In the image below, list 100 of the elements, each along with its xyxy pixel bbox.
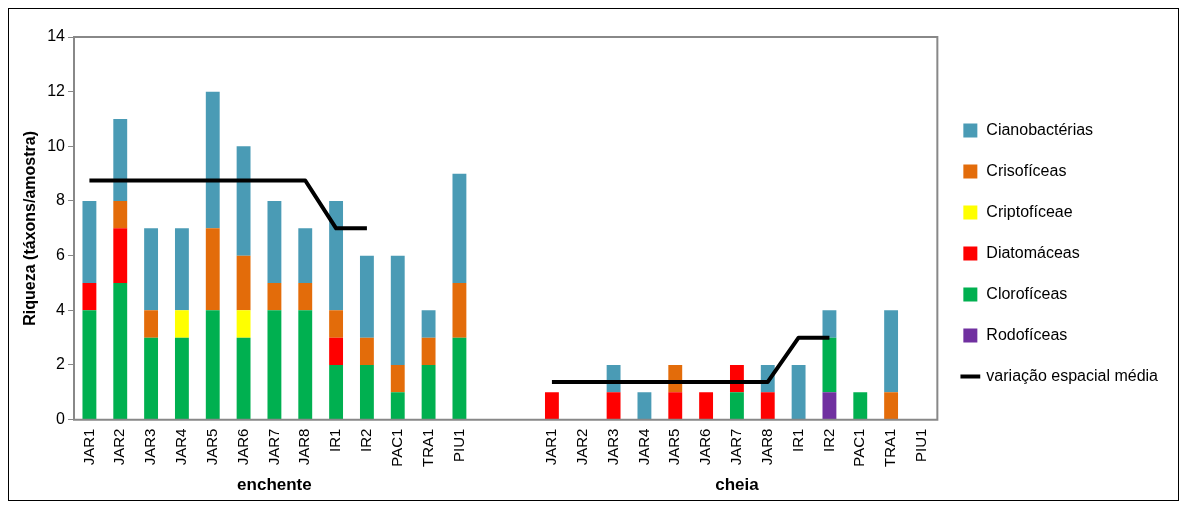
legend-label: Cianobactérias bbox=[986, 120, 1094, 138]
bar bbox=[421, 310, 436, 338]
bar bbox=[452, 282, 467, 338]
bar bbox=[236, 337, 251, 420]
x-tick-label: JAR4 bbox=[172, 428, 190, 466]
bar bbox=[760, 392, 775, 420]
x-tick-label: JAR2 bbox=[572, 428, 590, 466]
bar bbox=[236, 255, 251, 311]
bar bbox=[267, 282, 282, 311]
x-tick-label: JAR5 bbox=[202, 428, 220, 466]
y-tick-label: 2 bbox=[56, 355, 66, 373]
y-tick-label: 12 bbox=[47, 82, 66, 100]
bar bbox=[359, 364, 374, 420]
bar bbox=[421, 364, 436, 420]
bar bbox=[884, 392, 899, 420]
x-tick-label: JAR4 bbox=[634, 428, 652, 466]
bar bbox=[822, 337, 837, 393]
bar bbox=[359, 337, 374, 365]
bar bbox=[144, 337, 159, 420]
bar bbox=[236, 310, 251, 338]
x-tick-label: IR2 bbox=[819, 428, 837, 452]
bar bbox=[729, 392, 744, 420]
bar bbox=[452, 173, 467, 283]
bar bbox=[699, 392, 714, 420]
x-tick-label: JAR6 bbox=[233, 428, 251, 466]
bar bbox=[637, 392, 652, 420]
bar bbox=[174, 310, 189, 338]
bar bbox=[421, 337, 436, 365]
x-tick-label: JAR8 bbox=[295, 428, 313, 466]
bar bbox=[82, 282, 97, 311]
x-tick-label: JAR6 bbox=[696, 428, 714, 466]
bar bbox=[205, 310, 220, 420]
bar bbox=[236, 146, 251, 256]
bar bbox=[329, 201, 344, 311]
bar bbox=[822, 392, 837, 420]
x-tick-label: JAR1 bbox=[79, 428, 97, 466]
legend-label: Clorofíceas bbox=[986, 284, 1068, 302]
bar bbox=[606, 392, 621, 420]
bar bbox=[853, 392, 868, 420]
bar bbox=[267, 201, 282, 283]
legend-label: Rodofíceas bbox=[986, 325, 1068, 343]
x-tick-label: JAR3 bbox=[603, 428, 621, 466]
bar bbox=[144, 310, 159, 338]
bar bbox=[390, 255, 405, 365]
bar bbox=[329, 364, 344, 420]
x-tick-label: IR1 bbox=[326, 428, 344, 452]
legend-label: variação espacial média bbox=[986, 366, 1159, 384]
text: enchente bbox=[237, 475, 312, 495]
bar bbox=[668, 392, 683, 420]
legend-label: Diatomáceas bbox=[986, 243, 1080, 261]
x-tick-label: PIU1 bbox=[449, 428, 467, 463]
x-tick-label: TRA1 bbox=[881, 428, 899, 467]
x-tick-label: IR2 bbox=[357, 428, 375, 452]
x-tick-label: TRA1 bbox=[418, 428, 436, 467]
bar bbox=[298, 228, 313, 283]
bar bbox=[329, 310, 344, 338]
bar bbox=[822, 310, 837, 338]
bar bbox=[113, 228, 128, 283]
bar bbox=[390, 364, 405, 393]
bar bbox=[359, 255, 374, 338]
x-tick-label: JAR5 bbox=[665, 428, 683, 466]
text: cheia bbox=[715, 475, 760, 495]
y-tick-label: 8 bbox=[56, 191, 66, 209]
bar bbox=[791, 364, 806, 420]
bar bbox=[82, 310, 97, 420]
bar bbox=[82, 201, 97, 283]
legend-label: Criptofíceae bbox=[986, 202, 1073, 220]
bar bbox=[113, 201, 128, 229]
bar bbox=[544, 392, 559, 420]
x-tick-label: JAR2 bbox=[110, 428, 128, 466]
bar bbox=[144, 228, 159, 311]
x-tick-label: PAC1 bbox=[850, 428, 868, 467]
x-tick-label: JAR7 bbox=[727, 428, 745, 466]
bar bbox=[205, 228, 220, 311]
bar bbox=[205, 91, 220, 229]
bar bbox=[113, 119, 128, 201]
bar bbox=[329, 337, 344, 365]
bar bbox=[174, 228, 189, 311]
bar bbox=[298, 310, 313, 420]
x-tick-label: JAR8 bbox=[757, 428, 775, 466]
x-tick-label: IR1 bbox=[788, 428, 806, 452]
y-axis-title: Riqueza (táxons/amostra) bbox=[21, 130, 39, 326]
x-tick-label: JAR7 bbox=[264, 428, 282, 466]
y-tick-label: 10 bbox=[47, 136, 66, 154]
bar bbox=[113, 282, 128, 420]
bar bbox=[884, 310, 899, 393]
bar bbox=[174, 337, 189, 420]
bar bbox=[452, 337, 467, 420]
bar bbox=[298, 282, 313, 311]
bar bbox=[390, 392, 405, 420]
x-tick-label: JAR1 bbox=[542, 428, 560, 466]
y-tick-label: 6 bbox=[56, 246, 66, 264]
y-tick-label: 4 bbox=[56, 300, 66, 318]
y-tick-label: 14 bbox=[47, 27, 66, 45]
x-tick-label: PIU1 bbox=[912, 428, 930, 463]
x-tick-label: JAR3 bbox=[141, 428, 159, 466]
legend-label: Crisofíceas bbox=[986, 161, 1067, 179]
x-tick-label: PAC1 bbox=[387, 428, 405, 467]
y-tick-label: 0 bbox=[56, 410, 66, 428]
bar bbox=[267, 310, 282, 420]
